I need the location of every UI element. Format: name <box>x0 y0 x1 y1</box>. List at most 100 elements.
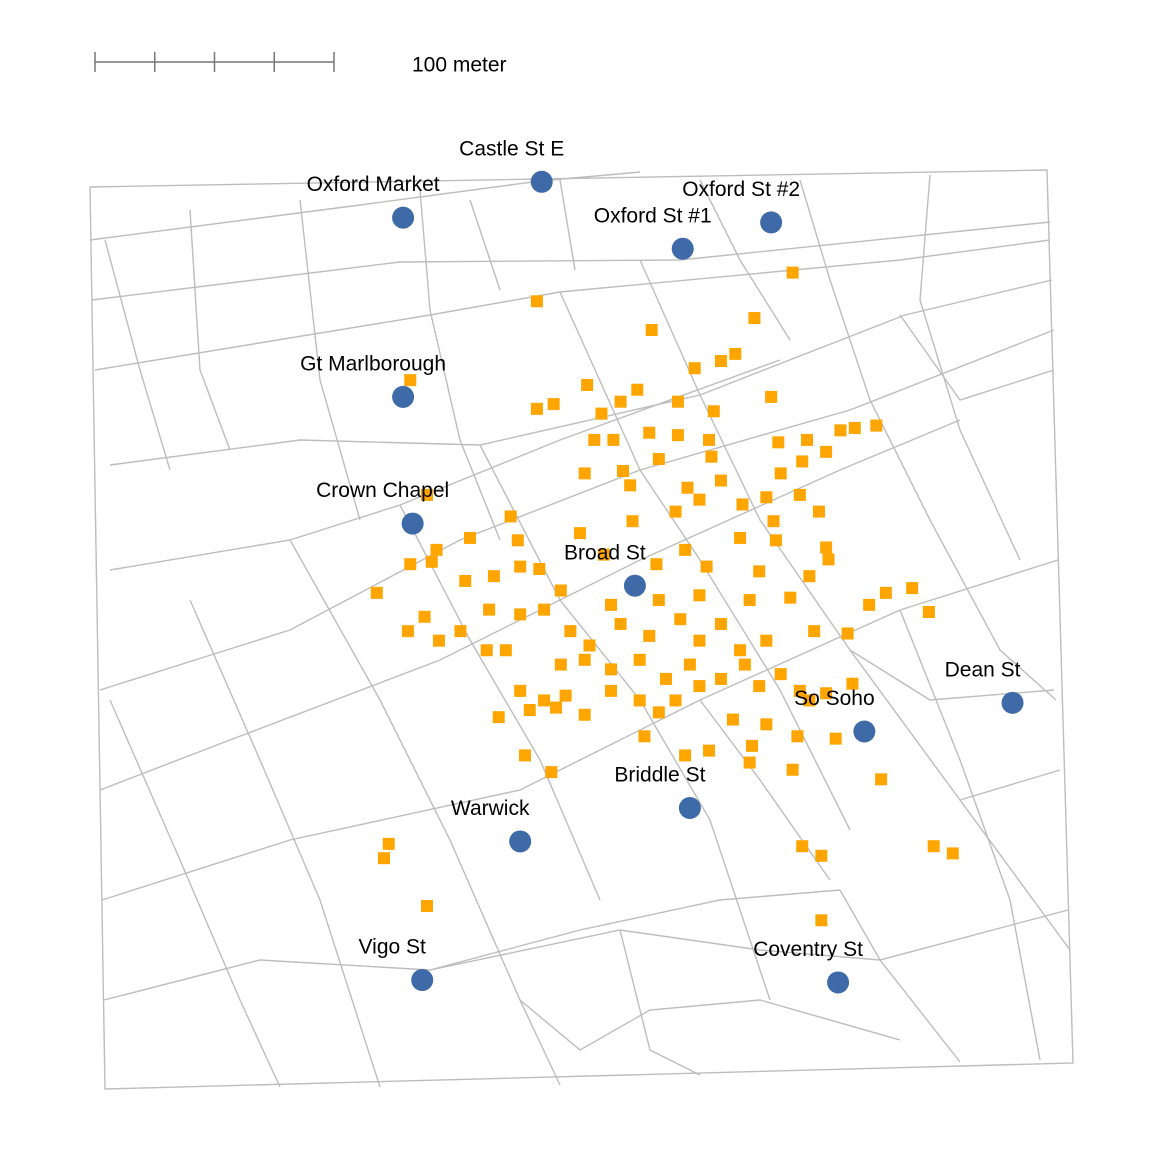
pump <box>623 574 646 597</box>
death <box>504 510 517 523</box>
death <box>530 402 543 415</box>
death <box>418 610 431 623</box>
death <box>511 534 524 547</box>
death <box>784 591 797 604</box>
death <box>760 634 773 647</box>
death <box>693 680 706 693</box>
death <box>650 558 663 571</box>
death <box>683 658 696 671</box>
death <box>554 584 567 597</box>
death <box>430 543 443 556</box>
death <box>820 445 833 458</box>
pump <box>853 720 876 743</box>
death <box>624 479 637 492</box>
death <box>633 694 646 707</box>
death <box>578 467 591 480</box>
death <box>492 711 505 724</box>
death <box>573 527 586 540</box>
death <box>870 419 883 432</box>
death <box>514 608 527 621</box>
death <box>377 852 390 865</box>
death <box>581 378 594 391</box>
pump <box>401 512 424 535</box>
death <box>679 543 692 556</box>
death <box>607 433 620 446</box>
death <box>669 505 682 518</box>
death <box>879 586 892 599</box>
death <box>734 531 747 544</box>
pump-label: Oxford St #2 <box>682 178 800 201</box>
death <box>554 658 567 671</box>
death <box>703 433 716 446</box>
pump <box>760 211 783 234</box>
death <box>760 718 773 731</box>
death <box>693 493 706 506</box>
death <box>841 627 854 640</box>
death <box>564 625 577 638</box>
pump <box>392 206 415 229</box>
death <box>588 433 601 446</box>
death <box>633 653 646 666</box>
death <box>530 295 543 308</box>
death <box>404 374 417 387</box>
death <box>674 613 687 626</box>
death <box>693 634 706 647</box>
pump-label: Vigo St <box>359 936 426 959</box>
death <box>803 694 816 707</box>
death <box>769 534 782 547</box>
death <box>464 531 477 544</box>
death <box>743 756 756 769</box>
death <box>760 491 773 504</box>
death <box>829 732 842 745</box>
pump-label: So Soho <box>794 687 875 710</box>
death <box>643 426 656 439</box>
death <box>425 555 438 568</box>
death <box>605 663 618 676</box>
pump <box>509 830 532 853</box>
death <box>796 455 809 468</box>
death <box>679 749 692 762</box>
death <box>801 433 813 446</box>
death <box>714 474 727 487</box>
pump-label: Crown Chapel <box>316 479 449 502</box>
pump-label: Gt Marlborough <box>300 352 446 375</box>
death <box>669 694 682 707</box>
death <box>922 606 935 618</box>
pump <box>411 969 434 992</box>
death <box>753 680 766 693</box>
death <box>605 598 618 611</box>
death <box>848 421 861 434</box>
death <box>812 505 825 518</box>
death <box>420 488 433 501</box>
death <box>616 464 629 477</box>
pump-label: Coventry St <box>753 938 863 961</box>
death <box>595 407 608 420</box>
death <box>538 603 551 616</box>
death <box>793 684 806 697</box>
death <box>736 498 749 511</box>
death <box>652 453 665 466</box>
death <box>815 914 828 927</box>
death <box>545 766 558 779</box>
death <box>726 713 739 726</box>
death <box>652 706 665 719</box>
death <box>767 515 780 528</box>
death <box>793 488 806 501</box>
pump-label: Oxford St #1 <box>594 204 712 227</box>
pump <box>671 237 694 260</box>
death <box>846 677 859 690</box>
death <box>614 395 627 408</box>
death <box>643 629 656 642</box>
death <box>808 625 821 638</box>
death <box>705 450 718 463</box>
death <box>863 598 876 611</box>
pump <box>678 796 701 819</box>
death <box>578 708 591 721</box>
death <box>772 436 785 449</box>
death <box>638 730 651 743</box>
death <box>597 548 610 561</box>
death <box>459 574 472 587</box>
pump <box>392 385 415 408</box>
